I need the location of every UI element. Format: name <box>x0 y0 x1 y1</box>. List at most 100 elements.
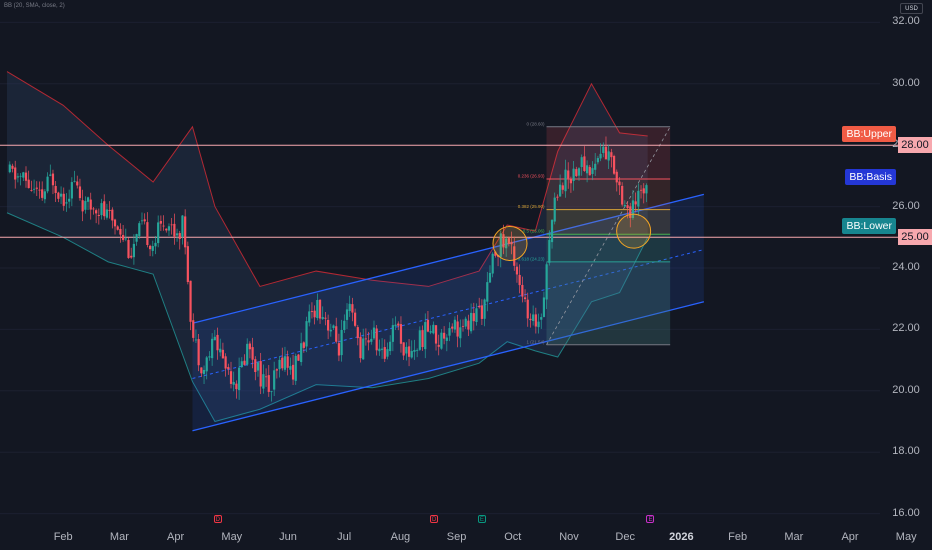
fib-zone <box>546 234 671 262</box>
candle-body <box>456 321 459 337</box>
candle-body <box>283 356 287 370</box>
candle-body <box>256 362 260 371</box>
candle-body <box>564 169 567 192</box>
candle-body <box>43 191 46 200</box>
candle-body <box>162 225 165 227</box>
event-marker-icon[interactable]: D <box>213 515 222 523</box>
candle-body <box>165 228 168 231</box>
candle-body <box>337 343 341 356</box>
time-tick-label: Mar <box>109 531 129 543</box>
candle-body <box>367 340 370 343</box>
candle-body <box>103 201 106 217</box>
candle-body <box>364 338 367 340</box>
candle-body <box>105 209 109 218</box>
candle-body <box>618 181 621 186</box>
candle-body <box>599 153 602 159</box>
candle-body <box>262 374 265 389</box>
candle-body <box>418 330 421 350</box>
candle-body <box>100 203 103 216</box>
candle-body <box>16 176 20 178</box>
price-tick-label: 20.00 <box>892 383 920 396</box>
candle-body <box>46 176 49 192</box>
candle-body <box>270 391 273 393</box>
candle-body <box>167 226 171 231</box>
candle-body <box>577 168 581 176</box>
candle-body <box>30 190 33 191</box>
candle-body <box>610 152 613 158</box>
price-tick-label: 16.00 <box>892 506 920 519</box>
candle-body <box>515 266 519 275</box>
candle-body <box>345 309 349 320</box>
indicator-tag: BB:Upper <box>842 126 896 143</box>
candle-body <box>513 246 516 266</box>
candle-body <box>219 348 222 353</box>
bb-upper-line <box>6 71 648 288</box>
time-tick-label: Feb <box>53 531 73 543</box>
candle-body <box>475 308 478 322</box>
event-marker-icon[interactable]: E <box>646 515 655 523</box>
currency-badge[interactable]: USD <box>900 3 923 14</box>
candle-body <box>143 219 146 222</box>
candle-body <box>559 184 562 197</box>
candle-body <box>424 322 427 350</box>
candle-body <box>432 324 435 334</box>
candle-body <box>224 356 227 369</box>
candle-body <box>553 197 556 222</box>
candle-body <box>332 325 335 329</box>
candle-body <box>14 167 17 180</box>
candle-body <box>499 233 502 257</box>
candle-body <box>491 253 494 274</box>
candle-body <box>146 222 149 245</box>
candle-body <box>348 303 351 312</box>
candle-body <box>54 185 57 193</box>
candle-body <box>173 223 176 237</box>
candle-body <box>159 221 162 224</box>
candle-body <box>461 325 465 327</box>
fib-level-label: 1 (21.54) <box>527 339 546 344</box>
candle-body <box>324 317 327 319</box>
time-tick-label: Aug <box>390 531 411 543</box>
fib-zone <box>546 178 671 210</box>
time-tick-label: Feb <box>728 531 748 543</box>
candle-body <box>567 170 570 179</box>
time-tick-label: Apr <box>841 531 859 543</box>
price-tick-label: 30.00 <box>892 76 920 89</box>
candle-body <box>41 189 44 198</box>
candle-body <box>62 193 65 206</box>
candle-body <box>607 151 610 161</box>
candle-body <box>575 169 578 177</box>
event-marker-icon[interactable]: E <box>477 515 486 523</box>
candle-body <box>321 317 324 319</box>
candle-body <box>327 319 330 331</box>
candle-body <box>8 164 11 173</box>
candle-body <box>437 344 440 347</box>
candle-body <box>518 274 521 286</box>
candle-body <box>297 354 300 361</box>
candle-body <box>275 369 278 371</box>
candle-body <box>273 370 276 390</box>
candle-body <box>119 228 122 235</box>
indicator-legend[interactable]: BB (20, SMA, close, 2) <box>4 3 65 9</box>
candle-body <box>645 185 648 194</box>
candle-body <box>394 324 397 327</box>
price-tick-label: 32.00 <box>892 15 920 28</box>
bb-lower-line <box>6 212 649 423</box>
candle-body <box>356 327 359 339</box>
candle-body <box>612 155 616 174</box>
time-tick-label: Sep <box>446 531 467 543</box>
candle-body <box>351 304 354 313</box>
candle-body <box>140 220 144 222</box>
candle-body <box>380 348 384 350</box>
candle-body <box>399 324 403 344</box>
time-tick-label: 2026 <box>669 531 694 543</box>
candle-body <box>97 214 100 216</box>
candle-body <box>370 338 373 342</box>
candle-body <box>523 297 527 300</box>
candle-body <box>68 198 71 202</box>
candle-body <box>421 330 424 348</box>
regression-channel-upper <box>192 193 705 324</box>
candle-body <box>502 234 505 248</box>
candle-body <box>81 200 84 212</box>
event-marker-icon[interactable]: D <box>430 515 439 523</box>
